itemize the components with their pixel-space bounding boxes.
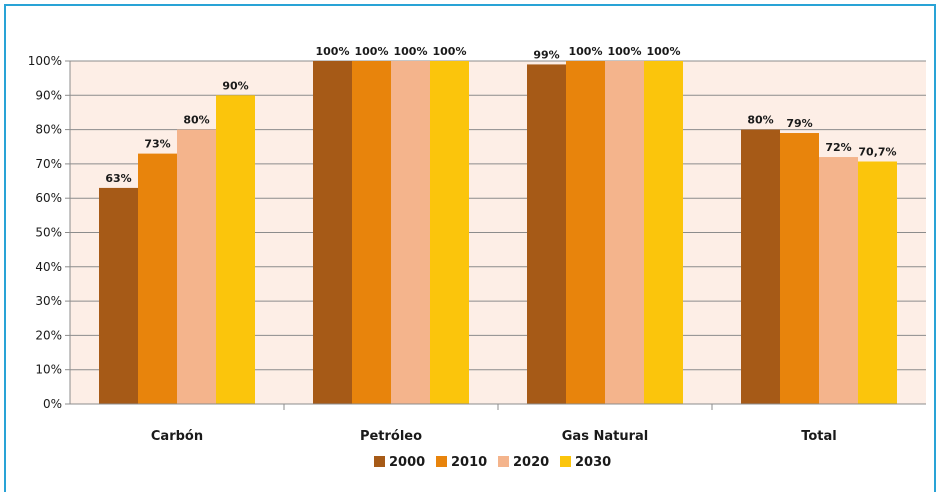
y-tick-label: 30% bbox=[35, 294, 62, 308]
legend-label: 2010 bbox=[451, 455, 487, 470]
data-label: 80% bbox=[183, 114, 209, 127]
y-tick-label: 100% bbox=[28, 54, 62, 68]
y-tick-label: 20% bbox=[35, 328, 62, 342]
legend-label: 2000 bbox=[389, 455, 425, 470]
data-label: 100% bbox=[569, 45, 603, 58]
bar bbox=[566, 61, 605, 404]
bar bbox=[99, 187, 138, 404]
bar bbox=[780, 133, 819, 404]
legend-label: 2020 bbox=[513, 455, 549, 470]
bar-chart: 0% 10% 20% 30% 40% 50% 60% 70% 80% 90% 100% 63% 73%… bbox=[28, 45, 926, 470]
legend: 2000 2010 2020 2030 bbox=[374, 455, 611, 470]
bar bbox=[644, 61, 683, 404]
bar bbox=[177, 129, 216, 404]
x-tick-label: Gas Natural bbox=[562, 429, 648, 444]
data-label: 72% bbox=[825, 141, 851, 154]
chart-frame: 0% 10% 20% 30% 40% 50% 60% 70% 80% 90% 100% 63% 73%… bbox=[4, 4, 936, 492]
data-label: 100% bbox=[433, 45, 467, 58]
data-label: 80% bbox=[747, 114, 773, 127]
data-label: 100% bbox=[647, 45, 681, 58]
y-tick-label: 40% bbox=[35, 260, 62, 274]
y-tick-label: 60% bbox=[35, 191, 62, 205]
data-label: 100% bbox=[394, 45, 428, 58]
bar bbox=[858, 161, 897, 404]
y-tick-label: 50% bbox=[35, 226, 62, 240]
y-tick-label: 0% bbox=[43, 397, 62, 411]
bar bbox=[430, 61, 469, 404]
x-tick-label: Carbón bbox=[151, 429, 203, 444]
bar bbox=[819, 157, 858, 404]
data-label: 79% bbox=[786, 117, 812, 130]
legend-swatch bbox=[374, 456, 385, 467]
data-label: 70,7% bbox=[858, 145, 896, 158]
legend-swatch bbox=[560, 456, 571, 467]
data-label: 90% bbox=[222, 79, 248, 92]
x-tick-label: Total bbox=[801, 429, 837, 444]
bar bbox=[605, 61, 644, 404]
x-axis: Carbón Petróleo Gas Natural Total bbox=[70, 403, 926, 444]
legend-swatch bbox=[498, 456, 509, 467]
bar bbox=[313, 61, 352, 404]
y-tick-label: 90% bbox=[35, 88, 62, 102]
data-label: 99% bbox=[533, 48, 559, 61]
data-label: 100% bbox=[608, 45, 642, 58]
bars bbox=[99, 61, 897, 405]
data-label: 63% bbox=[105, 172, 131, 185]
data-label: 100% bbox=[355, 45, 389, 58]
y-axis: 0% 10% 20% 30% 40% 50% 60% 70% 80% 90% 100% bbox=[28, 54, 71, 411]
bar bbox=[138, 153, 177, 404]
data-labels: 63% 73% 80% 90% 100% 100% 100% 100% 99% 100% 100% 1… bbox=[105, 45, 896, 185]
bar bbox=[391, 61, 430, 404]
bar bbox=[741, 129, 780, 404]
data-label: 73% bbox=[144, 138, 170, 151]
legend-swatch bbox=[436, 456, 447, 467]
bar bbox=[216, 95, 255, 405]
bar bbox=[527, 64, 566, 405]
bar bbox=[352, 61, 391, 404]
data-label: 100% bbox=[316, 45, 350, 58]
y-tick-label: 70% bbox=[35, 157, 62, 171]
legend-label: 2030 bbox=[575, 455, 611, 470]
y-tick-label: 10% bbox=[35, 363, 62, 377]
y-tick-label: 80% bbox=[35, 123, 62, 137]
x-tick-label: Petróleo bbox=[360, 429, 422, 444]
